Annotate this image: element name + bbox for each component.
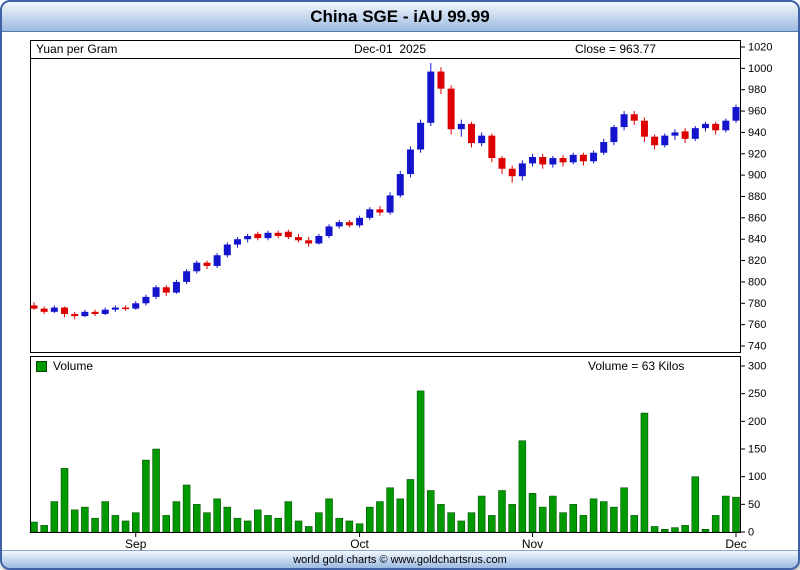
volume-legend: Volume xyxy=(36,359,93,373)
credit-text: world gold charts © www.goldchartsrus.co… xyxy=(293,553,507,566)
close-readout: Close = 963.77 xyxy=(575,42,657,56)
price-unit-label: Yuan per Gram xyxy=(36,42,118,56)
footer-bar: world gold charts © www.goldchartsrus.co… xyxy=(2,550,798,568)
date-label: Dec-01 2025 xyxy=(353,42,427,56)
titlebar: China SGE - iAU 99.99 xyxy=(2,2,798,32)
volume-legend-label: Volume xyxy=(53,359,94,373)
volume-legend-swatch xyxy=(36,360,47,372)
volume-readout: Volume = 63 Kilos xyxy=(588,359,685,373)
chart-title: China SGE - iAU 99.99 xyxy=(310,6,490,26)
